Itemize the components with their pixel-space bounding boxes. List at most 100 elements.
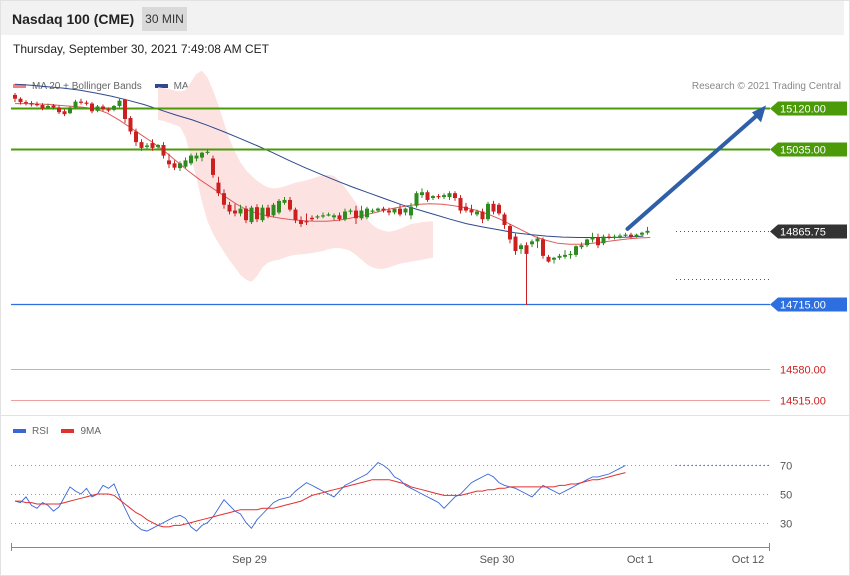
rsi-tick-label: 50 bbox=[780, 490, 792, 502]
rsi-tick-label: 70 bbox=[780, 461, 792, 473]
candle bbox=[79, 98, 83, 105]
candle bbox=[414, 191, 419, 208]
candle bbox=[244, 205, 248, 224]
candle bbox=[497, 202, 501, 216]
candle bbox=[161, 142, 166, 159]
candle-body bbox=[293, 209, 298, 221]
candle bbox=[84, 100, 89, 106]
candle-body bbox=[189, 155, 193, 164]
candle bbox=[607, 233, 611, 240]
candle-body bbox=[458, 198, 463, 211]
candle bbox=[645, 226, 650, 235]
timestamp: Thursday, September 30, 2021 7:49:08 AM … bbox=[13, 42, 269, 56]
candle bbox=[640, 231, 644, 237]
candle-body bbox=[178, 163, 182, 169]
candle bbox=[51, 104, 56, 110]
candle bbox=[381, 206, 386, 213]
candle-body bbox=[73, 101, 78, 108]
resistance-label: 15120.00 bbox=[780, 104, 826, 116]
candle-body bbox=[480, 211, 485, 220]
candle bbox=[29, 101, 34, 107]
rsi-ma-swatch bbox=[61, 429, 75, 434]
research-credit: Research © 2021 Trading Central bbox=[691, 81, 841, 92]
candle bbox=[409, 202, 413, 220]
candle-body bbox=[244, 208, 248, 221]
candle bbox=[403, 207, 408, 216]
candle-body bbox=[299, 220, 303, 225]
candle-body bbox=[139, 142, 144, 148]
candle bbox=[255, 204, 259, 223]
candle-body bbox=[233, 210, 237, 214]
candle-body bbox=[359, 210, 364, 219]
candle-body bbox=[101, 106, 105, 110]
timeframe-button[interactable]: 30 MIN bbox=[142, 7, 187, 31]
rsi-legend: RSI 9MA bbox=[13, 426, 101, 437]
candle-body bbox=[134, 131, 138, 143]
candle-body bbox=[150, 143, 155, 148]
candle-body bbox=[596, 237, 600, 246]
candle-body bbox=[387, 210, 391, 213]
candle-body bbox=[425, 192, 430, 200]
ma20-swatch bbox=[13, 84, 26, 89]
candle-body bbox=[106, 109, 111, 111]
candle bbox=[552, 256, 556, 264]
rsi-ma-line bbox=[15, 472, 626, 528]
candle bbox=[343, 208, 347, 222]
candle bbox=[266, 204, 270, 219]
candle bbox=[618, 233, 622, 239]
candle-body bbox=[46, 105, 50, 108]
candle bbox=[398, 204, 402, 217]
candle bbox=[458, 195, 463, 214]
candle-body bbox=[464, 206, 468, 211]
candle bbox=[585, 238, 589, 248]
candle bbox=[40, 103, 45, 111]
candle-body bbox=[640, 232, 644, 235]
legend-ma20-label: MA 20 + Bollinger Bands bbox=[32, 81, 142, 92]
candle-body bbox=[222, 193, 226, 205]
candle-body bbox=[40, 105, 45, 109]
candle-body bbox=[315, 216, 320, 218]
candle bbox=[601, 234, 606, 246]
candle bbox=[46, 103, 50, 109]
candle bbox=[475, 209, 479, 217]
candle-body bbox=[321, 215, 325, 217]
candle bbox=[18, 97, 23, 105]
candle-body bbox=[513, 236, 518, 252]
candle-body bbox=[568, 253, 573, 256]
legend-rsi-ma-label: 9MA bbox=[80, 426, 102, 437]
candle-body bbox=[227, 204, 232, 212]
candle-body bbox=[645, 230, 650, 233]
candle bbox=[150, 139, 155, 151]
candle-body bbox=[486, 203, 490, 220]
candle bbox=[238, 204, 243, 217]
candle bbox=[288, 197, 292, 212]
candle-body bbox=[574, 246, 578, 255]
candle-body bbox=[392, 208, 397, 213]
candle bbox=[35, 101, 39, 107]
candle bbox=[227, 201, 232, 215]
candle-body bbox=[216, 182, 221, 194]
candle bbox=[453, 191, 457, 201]
candle-body bbox=[24, 102, 28, 104]
candle-body bbox=[519, 245, 523, 250]
candle-body bbox=[552, 257, 556, 260]
candle bbox=[156, 144, 160, 149]
resistance-label: 15035.00 bbox=[780, 145, 826, 157]
candle bbox=[546, 254, 551, 263]
legend-ma50-label: MA 50 bbox=[173, 81, 202, 92]
x-tick-label: Oct 12 bbox=[732, 554, 764, 566]
candle bbox=[535, 236, 540, 249]
candle-body bbox=[535, 238, 540, 242]
candle-body bbox=[332, 215, 336, 218]
candle bbox=[623, 232, 628, 238]
chart-header: Nasdaq 100 (CME) 30 MIN bbox=[1, 1, 844, 35]
ma50-swatch bbox=[154, 84, 168, 89]
projection-arrowhead bbox=[752, 105, 766, 123]
candle bbox=[392, 208, 397, 215]
candle bbox=[376, 207, 380, 213]
candle-body bbox=[95, 106, 100, 111]
candle bbox=[293, 207, 298, 224]
candle-body bbox=[623, 234, 628, 236]
candle-body bbox=[167, 160, 171, 165]
